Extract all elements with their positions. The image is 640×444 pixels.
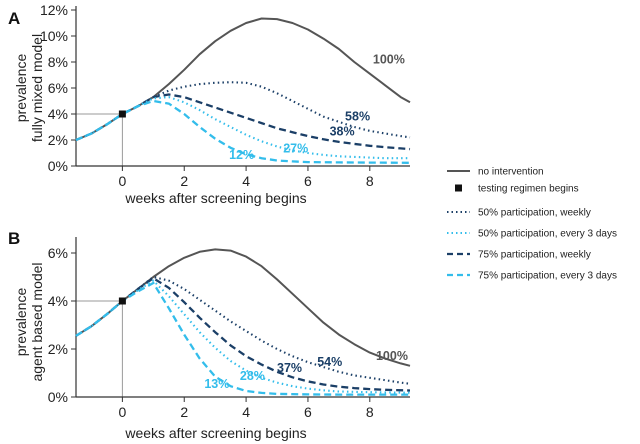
legend-label-50-3days: 50% participation, every 3 days: [478, 229, 617, 240]
panel-a-x-tick-label: 4: [242, 173, 250, 189]
panel-b-series: [75, 248, 411, 396]
panel-a-series-p50-weekly: [75, 81, 411, 141]
legend-item-no-intervention: no intervention: [447, 167, 544, 178]
panel-a-chart: A prevalence fully mixed model weeks aft…: [8, 2, 411, 206]
panel-b-axes: 0% 2% 4% 6% 0 2 4 6 8: [48, 237, 410, 420]
panel-b-chart: B prevalence agent based model weeks aft…: [8, 229, 411, 441]
panel-a-x-tick-label: 2: [180, 173, 188, 189]
panel-b-x-tick-label: 6: [304, 404, 312, 420]
panel-a-series-p50-3days: [75, 96, 410, 160]
panel-a-annotation-p75-3days: 12%: [229, 148, 254, 162]
panel-a-series-p75-weekly: [75, 93, 411, 151]
panel-b-label: B: [8, 229, 20, 248]
legend-label-75-3days: 75% participation, every 3 days: [478, 271, 617, 282]
panel-a-x-tick-label: 0: [118, 173, 126, 189]
panel-a-annotation-p75-weekly: 38%: [330, 124, 355, 138]
panel-b-ylabel-line1: prevalence: [13, 288, 29, 357]
panel-a-y-tick-label: 0%: [48, 158, 68, 174]
panel-a-start-marker: [118, 110, 126, 118]
panel-a-series: [75, 17, 411, 164]
panel-b-annotation-p75-weekly: 37%: [277, 361, 302, 375]
panel-b-annotation-p50-3days: 28%: [240, 369, 265, 383]
panel-b-x-tick-label: 0: [118, 404, 126, 420]
panel-b-x-tick-label: 4: [242, 404, 250, 420]
panel-a-annotations: 100% 58%38% 27% 12%: [229, 52, 405, 162]
panel-b-annotation-no-intervention: 100%: [376, 349, 408, 363]
panel-a-annotation-p50-weekly: 58%: [345, 110, 370, 124]
panel-b-y-tick-label: 6%: [48, 245, 68, 261]
panel-a-y-tick-label: 4%: [48, 106, 68, 122]
panel-a-guides: [76, 113, 123, 166]
panel-a-y-tick-label: 12%: [40, 2, 68, 18]
panel-b-annotation-p50-weekly: 54%: [317, 355, 342, 369]
panel-b-x-tick-label: 8: [366, 404, 374, 420]
panel-b-annotations: 100% 54% 37% 28% 13%: [204, 349, 408, 391]
panel-a-x-tick-label: 6: [304, 173, 312, 189]
legend-label-75-weekly: 75% participation, weekly: [478, 250, 591, 261]
panel-a-axes: 0% 2% 4% 6% 8% 10% 12% 0 2 4 6 8: [40, 2, 410, 189]
panel-b-guides: [76, 300, 123, 397]
panel-a-label: A: [8, 9, 20, 28]
panel-a-ylabel-line2: fully mixed model: [29, 34, 45, 142]
panel-a-ylabel-line1: prevalence: [13, 54, 29, 123]
panel-a-y-tick-label: 2%: [48, 132, 68, 148]
legend-item-75-3days: 75% participation, every 3 days: [447, 271, 617, 282]
panel-a-series-p75-3days: [75, 99, 411, 164]
panel-b-annotation-p75-3days: 13%: [204, 377, 229, 391]
legend-item-50-weekly: 50% participation, weekly: [447, 208, 591, 219]
panel-b-x-tick-label: 2: [180, 404, 188, 420]
legend-swatch-start-marker: [455, 184, 462, 192]
panel-b-series-p75-3days: [75, 281, 410, 396]
panel-b-y-tick-label: 0%: [48, 389, 68, 405]
panel-a-y-tick-label: 8%: [48, 54, 68, 70]
panel-b-xlabel: weeks after screening begins: [124, 425, 306, 441]
panel-b-y-tick-label: 4%: [48, 293, 68, 309]
panel-b-start-marker: [118, 297, 126, 305]
panel-a-annotation-p50-3days: 27%: [283, 141, 308, 155]
panel-a-x-tick-label: 8: [366, 173, 374, 189]
legend-label-start-marker: testing regimen begins: [478, 184, 579, 195]
legend-label-50-weekly: 50% participation, weekly: [478, 208, 591, 219]
panel-a-xlabel: weeks after screening begins: [124, 190, 306, 206]
legend: no intervention testing regimen begins 5…: [447, 167, 617, 282]
legend-label-no-intervention: no intervention: [478, 167, 544, 178]
panel-b-y-tick-label: 2%: [48, 341, 68, 357]
panel-b-series-no-intervention: [75, 248, 411, 367]
legend-item-75-weekly: 75% participation, weekly: [447, 250, 591, 261]
panel-a-series-no-intervention: [75, 17, 411, 141]
legend-item-50-3days: 50% participation, every 3 days: [447, 229, 617, 240]
panel-b-ylabel-line2: agent based model: [29, 262, 45, 381]
panel-a-annotation-no-intervention: 100%: [373, 52, 405, 66]
legend-item-start-marker: testing regimen begins: [455, 184, 579, 195]
panel-a-y-tick-label: 10%: [40, 28, 68, 44]
panel-a-y-tick-label: 6%: [48, 80, 68, 96]
